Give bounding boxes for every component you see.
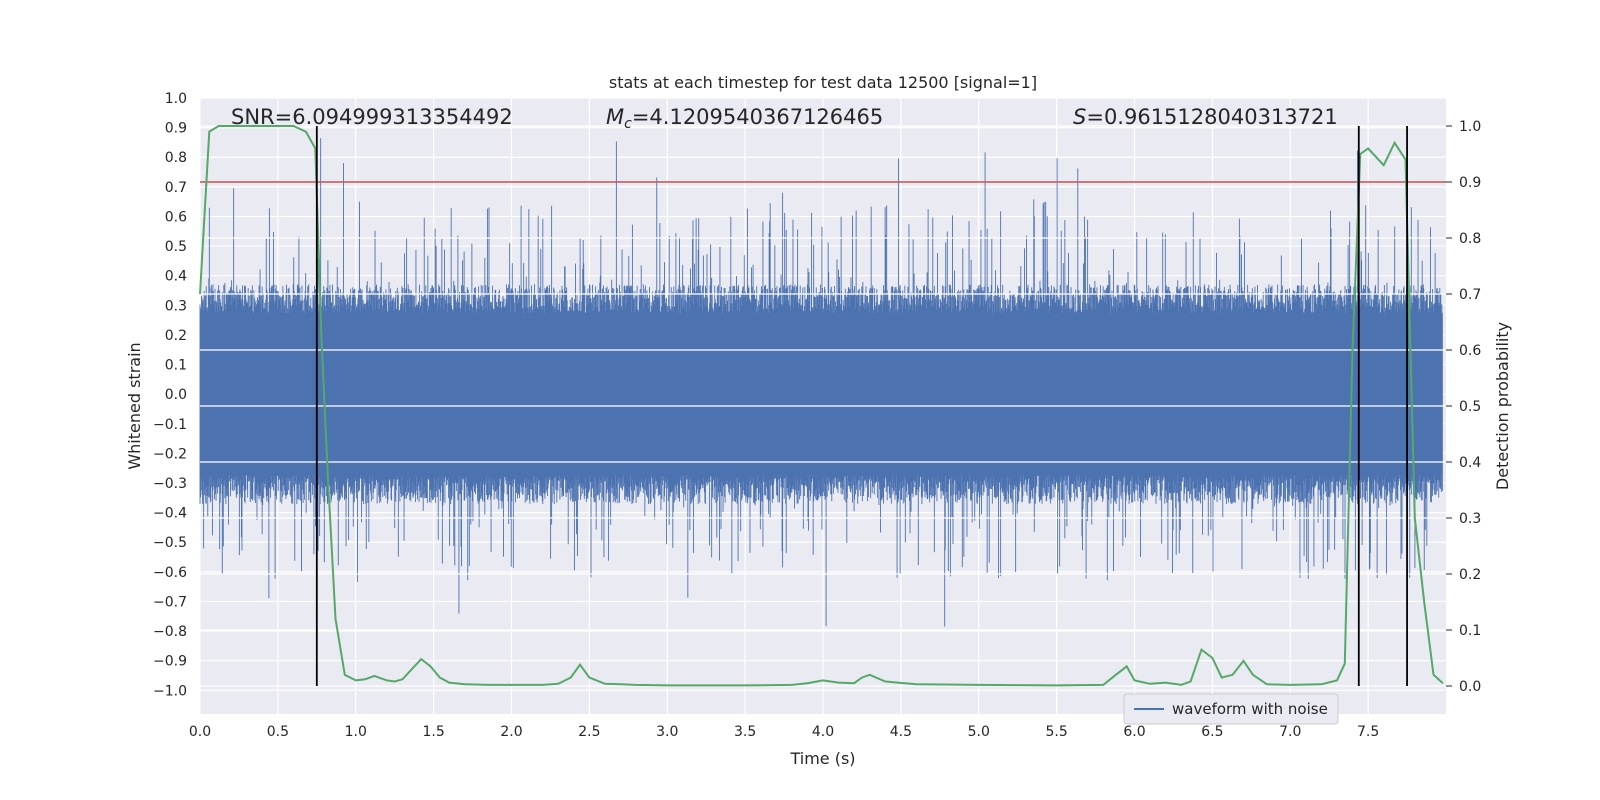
y-left-tick-label: −0.1	[153, 417, 187, 433]
y-left-tick-label: −0.5	[153, 535, 187, 551]
ticks: 0.0 0.5 1.0 1.5 2.0 2.5 3.0 3.5 4.0 4.5 5.0 5.5 6.0 6…	[153, 91, 1481, 740]
x-tick-label: 7.5	[1357, 724, 1379, 740]
x-tick-label: 1.0	[345, 724, 367, 740]
y-left-tick-label: 0.5	[165, 239, 187, 255]
annotation-mc-symbol: M	[606, 105, 624, 129]
y-left-tick-label: 0.2	[165, 328, 187, 344]
chart-title: stats at each timestep for test data 125…	[609, 73, 1037, 92]
y-left-tick-label: 1.0	[165, 91, 187, 107]
x-axis-label: Time (s)	[789, 749, 855, 768]
annotation-s-value: =0.9615128040313721	[1086, 105, 1337, 129]
y-left-tick-label: 0.1	[165, 358, 187, 374]
y-right-tick-label: 0.5	[1459, 399, 1481, 415]
y-axis-label-right: Detection probability	[1493, 322, 1512, 490]
y-right-tick-label: 1.0	[1459, 119, 1481, 135]
y-right-tick-label: 0.1	[1459, 623, 1481, 639]
x-tick-label: 3.5	[734, 724, 756, 740]
y-left-tick-label: 0.0	[165, 387, 187, 403]
y-left-tick-label: 0.3	[165, 298, 187, 314]
y-left-tick-label: −1.0	[153, 683, 187, 699]
annotation-s: S=0.9615128040313721	[1073, 105, 1338, 129]
y-right-tick-label: 0.9	[1459, 175, 1481, 191]
annotation-mc-subscript: c	[624, 116, 632, 132]
x-tick-label: 6.0	[1123, 724, 1145, 740]
x-tick-label: 0.0	[189, 724, 211, 740]
y-left-tick-label: −0.7	[153, 594, 187, 610]
annotation-snr: SNR=6.094999313354492	[231, 105, 513, 129]
y-right-tick-label: 0.7	[1459, 287, 1481, 303]
x-tick-label: 5.0	[968, 724, 990, 740]
legend: waveform with noise	[1123, 693, 1339, 725]
y-left-tick-label: 0.7	[165, 180, 187, 196]
y-right-tick-label: 0.8	[1459, 231, 1481, 247]
y-left-tick-label: −0.8	[153, 624, 187, 640]
y-right-tick-label: 0.4	[1459, 455, 1481, 471]
y-left-tick-label: 0.9	[165, 121, 187, 137]
legend-label: waveform with noise	[1172, 700, 1328, 718]
y-left-tick-label: −0.9	[153, 654, 187, 670]
annotation-mc-value: =4.1209540367126465	[632, 105, 883, 129]
x-tick-label: 3.0	[656, 724, 678, 740]
x-tick-label: 1.5	[422, 724, 444, 740]
overlay	[199, 125, 1446, 687]
x-tick-label: 2.0	[500, 724, 522, 740]
x-tick-label: 2.5	[578, 724, 600, 740]
y-left-tick-label: 0.4	[165, 269, 187, 285]
x-tick-label: 0.5	[267, 724, 289, 740]
y-left-tick-label: −0.6	[153, 565, 187, 581]
x-tick-label: 6.5	[1201, 724, 1223, 740]
y-right-tick-label: 0.2	[1459, 567, 1481, 583]
y-right-tick-label: 0.3	[1459, 511, 1481, 527]
legend-box	[1123, 693, 1339, 725]
y-right-tick-label: 0.0	[1459, 679, 1481, 695]
detection-probability-line	[199, 125, 1444, 687]
x-tick-label: 5.5	[1045, 724, 1067, 740]
annotation-mc: Mc=4.1209540367126465	[606, 105, 883, 132]
y-axis-label-left: Whitened strain	[125, 342, 144, 469]
y-left-tick-label: −0.4	[153, 506, 187, 522]
y-left-tick-label: 0.6	[165, 209, 187, 225]
y-left-tick-label: 0.8	[165, 150, 187, 166]
x-tick-label: 7.0	[1279, 724, 1301, 740]
y-left-tick-label: −0.3	[153, 476, 187, 492]
x-tick-label: 4.5	[890, 724, 912, 740]
x-tick-label: 4.0	[812, 724, 834, 740]
annotation-s-symbol: S	[1073, 105, 1086, 129]
y-left-tick-label: −0.2	[153, 446, 187, 462]
y-right-tick-label: 0.6	[1459, 343, 1481, 359]
